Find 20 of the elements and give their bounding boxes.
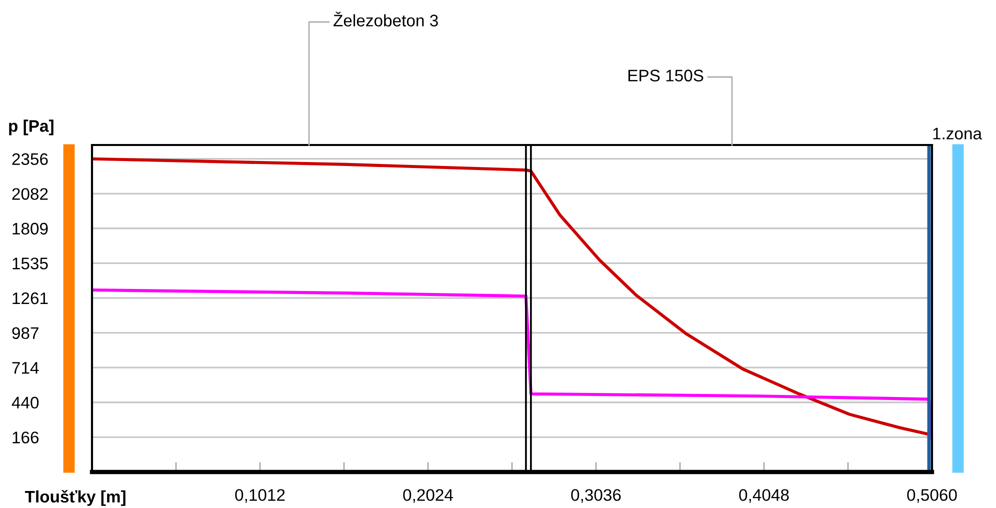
- x-tick-label: 0,3036: [571, 489, 621, 503]
- y-tick-label: 2356: [12, 153, 48, 166]
- y-tick-label: 987: [12, 327, 38, 340]
- y-tick-label: 440: [12, 396, 39, 409]
- y-tick-label: 2082: [12, 188, 48, 200]
- x-tick-label: 0,4048: [739, 489, 789, 503]
- x-axis-title: Tloušťky [m]: [24, 490, 126, 506]
- y-axis-title: p [Pa]: [9, 120, 54, 136]
- text: EPS 150S: [628, 70, 704, 82]
- x-tick-label: 0,2024: [403, 489, 454, 503]
- x-tick-label: 0,1012: [235, 489, 285, 503]
- line-series: [92, 288, 932, 440]
- y-tick-label: 1535: [12, 258, 48, 270]
- y-tick-label: 166: [12, 432, 39, 444]
- text: Železobeton 3: [334, 12, 438, 26]
- text: 1.zona: [933, 128, 982, 140]
- x-tick-label: 0,5060: [907, 489, 957, 503]
- y-tick-label: 714: [12, 362, 39, 374]
- y-tick-label: 1261: [12, 292, 48, 304]
- y-tick-label: 1809: [12, 222, 48, 235]
